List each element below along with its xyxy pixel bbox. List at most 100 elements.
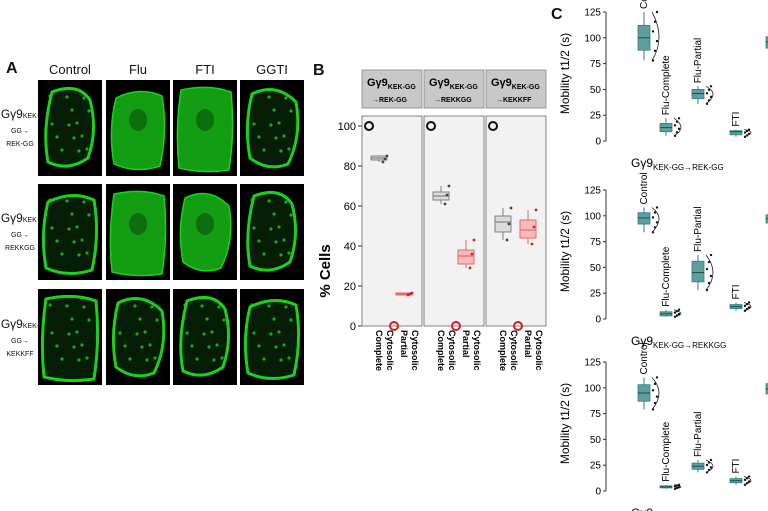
membrane-speck [80, 134, 84, 138]
data-point [653, 20, 657, 23]
membrane-speck [116, 303, 120, 307]
membrane-speck [205, 317, 209, 321]
data-point [653, 211, 657, 214]
y-tick-label: 25 [590, 111, 602, 122]
data-point [470, 252, 474, 256]
micrograph-kekkff-flu [106, 289, 170, 385]
membrane-speck [55, 344, 59, 348]
condition-label-control: Control [49, 62, 91, 77]
outlier-marker [451, 321, 461, 331]
micrograph-rekkgg-ggti [240, 184, 304, 280]
data-point [677, 312, 681, 316]
category-label: Flu-Partial [693, 38, 704, 84]
cell-image [109, 190, 167, 277]
y-tick-label: 25 [590, 289, 602, 300]
membrane-speck [289, 213, 293, 217]
data-point [707, 260, 711, 264]
membrane-speck [257, 135, 261, 139]
data-point [534, 208, 538, 212]
micrograph-rekkgg-fti [173, 184, 237, 280]
micrograph-kekkff-control [38, 289, 102, 385]
cell-outline [44, 86, 95, 168]
data-point [468, 266, 472, 270]
cell-outline [111, 297, 166, 378]
distribution-curve [743, 129, 752, 138]
membrane-speck [55, 239, 59, 243]
membrane-speck [85, 251, 89, 255]
box-iqr [765, 36, 768, 49]
category-label: FTI [731, 112, 742, 127]
category-label: Partial [399, 330, 409, 358]
y-tick-label: 50 [590, 435, 602, 446]
condition-label-flu: Flu [128, 62, 148, 77]
membrane-speck [140, 345, 144, 349]
membrane-speck [277, 225, 281, 229]
y-tick-label: 125 [584, 186, 601, 197]
category-label: Control [639, 0, 650, 9]
membrane-speck [262, 252, 266, 256]
data-point [705, 267, 709, 271]
membrane-speck [87, 213, 91, 217]
membrane-speck [220, 356, 224, 360]
data-point [655, 376, 659, 379]
membrane-speck [267, 304, 271, 308]
y-axis-label: Mobility t1/2 (s) [558, 211, 572, 292]
y-tick-label: 25 [590, 461, 602, 472]
membrane-speck [153, 356, 157, 360]
membrane-speck [267, 199, 271, 203]
membrane-speck [250, 198, 254, 202]
membrane-speck [67, 227, 71, 231]
group-header [423, 69, 485, 109]
data-point [709, 274, 713, 278]
cell-image [179, 192, 232, 272]
group-frame [361, 115, 423, 327]
x-axis-label: Gγ9KEK-GG→REK-GG [631, 156, 724, 172]
box-iqr [457, 249, 475, 265]
y-tick-label: 50 [590, 85, 602, 96]
cell-image [179, 295, 230, 377]
data-point [381, 160, 385, 164]
micrograph-kekkff-fti [173, 289, 237, 385]
membrane-speck [279, 358, 283, 362]
membrane-speck [262, 148, 266, 152]
panel-a-label: A [6, 60, 18, 77]
membrane-speck [257, 239, 261, 243]
data-point [655, 221, 659, 224]
data-point [709, 95, 713, 99]
data-point [655, 395, 659, 398]
y-tick-label: 40 [344, 241, 356, 253]
panel-b-label: B [313, 62, 325, 79]
data-point [747, 475, 751, 478]
membrane-speck [277, 330, 281, 334]
cell-outline [41, 194, 99, 275]
y-tick-label: 125 [584, 358, 601, 369]
membrane-speck [87, 109, 91, 113]
row-label-kekkff: Gγ9KEK-GG→ KEKKFF [0, 317, 40, 359]
cell-image [111, 297, 166, 378]
distribution-curve [651, 207, 660, 233]
data-point [651, 30, 655, 33]
y-axis-label: Mobility t1/2 (s) [558, 383, 572, 464]
data-point [385, 154, 389, 158]
data-point [747, 301, 751, 304]
membrane-speck [145, 358, 149, 362]
membrane-speck [269, 227, 273, 231]
membrane-speck [72, 136, 76, 140]
membrane-speck [155, 318, 159, 322]
membrane-speck [75, 121, 79, 125]
membrane-speck [250, 303, 254, 307]
distribution-curve [651, 377, 660, 410]
y-tick-label: 125 [584, 8, 601, 19]
distribution-curve [673, 484, 682, 490]
outlier-marker [364, 121, 374, 131]
data-point [655, 206, 659, 209]
category-label: FTI [731, 284, 742, 299]
membrane-speck [77, 253, 81, 257]
category-label: FTI [731, 459, 742, 474]
y-tick-label: 75 [590, 59, 602, 70]
membrane-speck [150, 305, 154, 309]
cell-outline [40, 294, 100, 383]
category-label: Cytosolic [534, 330, 544, 371]
membrane-speck [80, 343, 84, 347]
cell-outline [243, 299, 301, 380]
